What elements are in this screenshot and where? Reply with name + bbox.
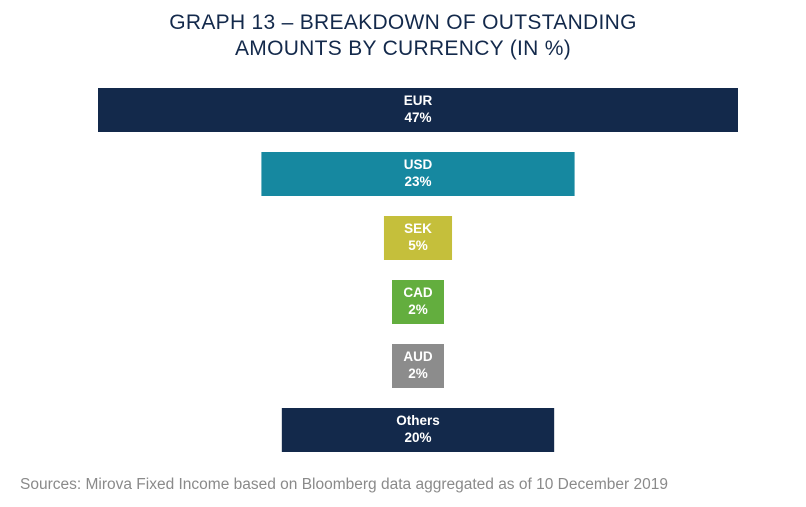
chart-title-line-1: GRAPH 13 – BREAKDOWN OF OUTSTANDING bbox=[169, 11, 637, 34]
funnel-bar-value-label: 23% bbox=[404, 174, 431, 189]
funnel-bar-group-usd: USD 23% bbox=[261, 152, 575, 196]
funnel-bar-value-label: 20% bbox=[404, 430, 431, 445]
funnel-bar-cad bbox=[392, 280, 444, 324]
funnel-bar-group-sek: SEK 5% bbox=[383, 216, 453, 260]
funnel-bar-group-cad: CAD 2% bbox=[392, 280, 444, 324]
chart-title: GRAPH 13 – BREAKDOWN OF OUTSTANDING AMOU… bbox=[0, 10, 806, 62]
funnel-bar-value-label: 2% bbox=[408, 302, 428, 317]
funnel-bar-group-eur: EUR 47% bbox=[98, 88, 738, 132]
funnel-bar-group-aud: AUD 2% bbox=[392, 344, 444, 388]
funnel-bar-others bbox=[281, 408, 555, 452]
funnel-chart: EUR 47% USD 23% SEK 5% CAD 2% AUD 2% Others 20% bbox=[98, 88, 738, 452]
funnel-bar-group-others: Others 20% bbox=[281, 408, 555, 452]
funnel-bar-value-label: 47% bbox=[404, 110, 431, 125]
funnel-bar-category-label: USD bbox=[404, 157, 433, 172]
funnel-bar-category-label: SEK bbox=[404, 221, 432, 236]
source-note: Sources: Mirova Fixed Income based on Bl… bbox=[20, 476, 668, 493]
funnel-bar-aud bbox=[392, 344, 444, 388]
funnel-bar-value-label: 5% bbox=[408, 238, 428, 253]
funnel-bar-category-label: EUR bbox=[404, 93, 433, 108]
funnel-bar-value-label: 2% bbox=[408, 366, 428, 381]
funnel-bar-category-label: CAD bbox=[403, 285, 432, 300]
chart-title-line-2: AMOUNTS BY CURRENCY (IN %) bbox=[234, 37, 572, 60]
funnel-bar-category-label: AUD bbox=[403, 349, 432, 364]
funnel-bar-eur bbox=[98, 88, 738, 132]
funnel-bar-sek bbox=[383, 216, 453, 260]
funnel-bar-usd bbox=[261, 152, 575, 196]
funnel-bar-category-label: Others bbox=[396, 413, 440, 428]
